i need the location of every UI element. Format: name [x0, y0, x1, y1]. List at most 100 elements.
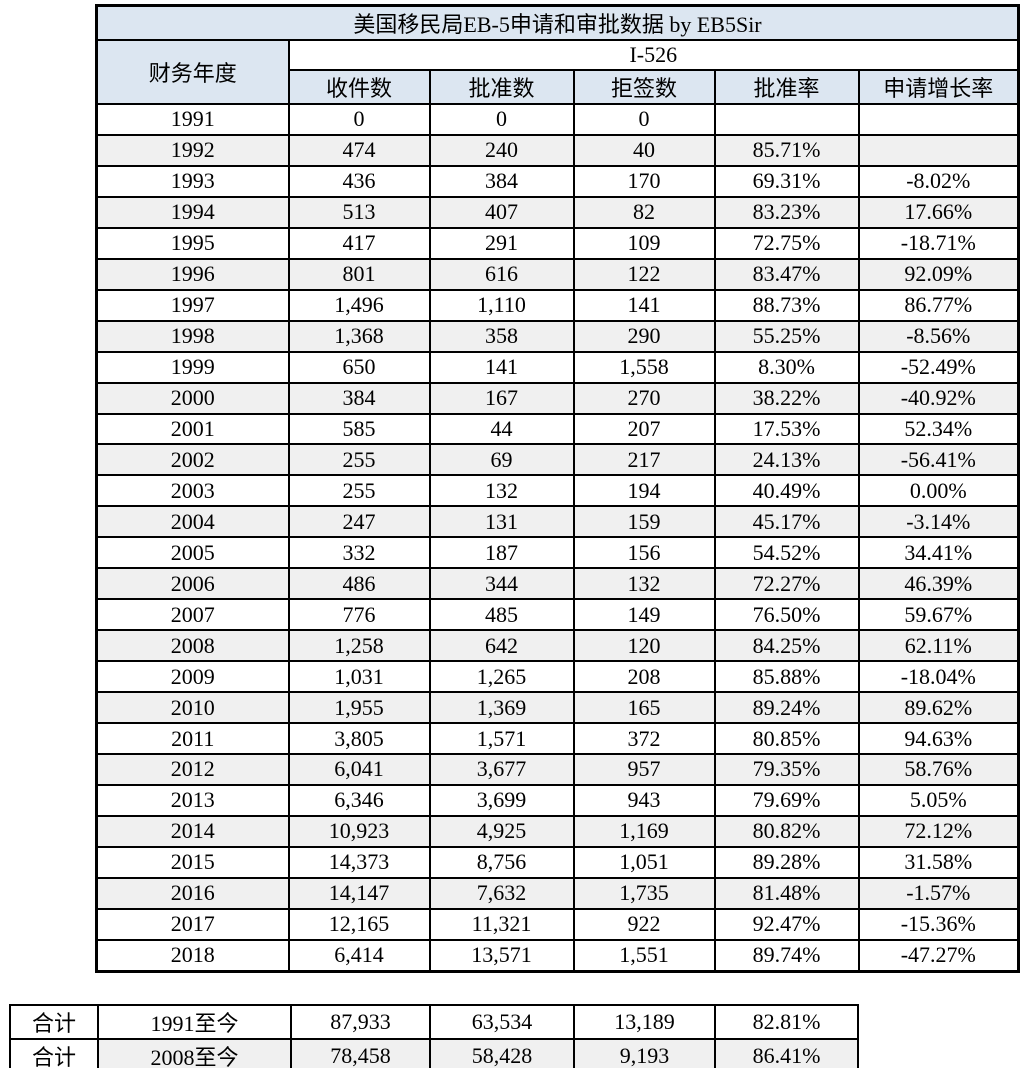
approved-cell: 0	[428, 103, 575, 136]
approved-cell: 187	[428, 536, 575, 570]
approved-cell: 8,756	[428, 845, 575, 879]
denied-cell: 1,735	[572, 876, 716, 910]
received-cell: 14,373	[287, 845, 431, 879]
growth-rate-cell: 0.00%	[857, 474, 1020, 508]
approval-rate-cell: 79.35%	[713, 753, 860, 786]
year-cell: 1993	[95, 164, 290, 198]
growth-rate-cell: -52.49%	[857, 350, 1020, 384]
approved-cell: 132	[428, 474, 575, 508]
growth-rate-cell: 62.11%	[857, 629, 1020, 663]
denied-cell: 109	[572, 226, 716, 260]
table-row: 1999 650 141 1,558 8.30% -52.49%	[95, 350, 1020, 384]
approval-rate-cell: 76.50%	[713, 598, 860, 632]
growth-rate-cell: -3.14%	[857, 505, 1020, 539]
year-cell: 2000	[95, 381, 290, 415]
approval-rate-cell: 72.27%	[713, 567, 860, 601]
approval-rate-cell: 17.53%	[713, 412, 860, 446]
table-row: 1996 801 616 122 83.47% 92.09%	[95, 257, 1020, 291]
table-row: 2010 1,955 1,369 165 89.24% 89.62%	[95, 691, 1020, 725]
table-row: 2000 384 167 270 38.22% -40.92%	[95, 381, 1020, 415]
approval-rate-cell: 85.88%	[713, 660, 860, 694]
approved-cell: 3,699	[428, 783, 575, 817]
table-row: 1991 0 0 0	[95, 103, 1020, 136]
received-cell: 255	[287, 443, 431, 477]
approval-rate-cell: 83.47%	[713, 257, 860, 291]
growth-rate-cell: 31.58%	[857, 845, 1020, 879]
table-row: 2015 14,373 8,756 1,051 89.28% 31.58%	[95, 845, 1020, 879]
table-row: 2011 3,805 1,571 372 80.85% 94.63%	[95, 722, 1020, 756]
table-row: 2014 10,923 4,925 1,169 80.82% 72.12%	[95, 814, 1020, 848]
growth-rate-cell: 5.05%	[857, 783, 1020, 817]
denied-cell: 1,169	[572, 814, 716, 848]
approved-cell: 3,677	[428, 753, 575, 786]
approved-cell: 69	[428, 443, 575, 477]
table-row: 1994 513 407 82 83.23% 17.66%	[95, 195, 1020, 229]
growth-rate-cell: 59.67%	[857, 598, 1020, 632]
year-cell: 2015	[95, 845, 290, 879]
approved-cell: 291	[428, 226, 575, 260]
year-cell: 1998	[95, 319, 290, 353]
approved-cell: 384	[428, 164, 575, 198]
denied-cell: 159	[572, 505, 716, 539]
summary-range-cell: 1991至今	[97, 1004, 292, 1040]
approved-cell: 485	[428, 598, 575, 632]
table-row: 2003 255 132 194 40.49% 0.00%	[95, 474, 1020, 508]
summary-row: 合计 2008至今 78,458 58,428 9,193 86.41%	[9, 1038, 859, 1068]
year-cell: 2004	[95, 505, 290, 539]
received-cell: 384	[287, 381, 431, 415]
summary-row: 合计 1991至今 87,933 63,534 13,189 82.81%	[9, 1004, 859, 1040]
summary-rows: 合计 1991至今 87,933 63,534 13,189 82.81% 合计 2008至今…	[9, 1004, 859, 1068]
approval-rate-cell: 38.22%	[713, 381, 860, 415]
approved-cell: 1,110	[428, 288, 575, 322]
denied-cell: 1,051	[572, 845, 716, 879]
growth-rate-cell: -15.36%	[857, 907, 1020, 941]
denied-cell: 217	[572, 443, 716, 477]
approved-cell: 4,925	[428, 814, 575, 848]
received-cell: 1,955	[287, 691, 431, 725]
denied-cell: 40	[572, 133, 716, 167]
summary-approval-rate-cell: 86.41%	[714, 1038, 859, 1068]
received-cell: 6,346	[287, 783, 431, 817]
growth-rate-cell: -47.27%	[857, 938, 1020, 973]
received-cell: 255	[287, 474, 431, 508]
approved-cell: 358	[428, 319, 575, 353]
totals-table: 合计 1991至今 87,933 63,534 13,189 82.81% 合计 2008至今…	[9, 1004, 859, 1068]
approval-rate-cell: 45.17%	[713, 505, 860, 539]
year-cell: 2007	[95, 598, 290, 632]
approval-rate-cell: 40.49%	[713, 474, 860, 508]
received-cell: 474	[287, 133, 431, 167]
growth-rate-cell: -8.02%	[857, 164, 1020, 198]
approval-rate-cell: 80.85%	[713, 722, 860, 756]
summary-denied-cell: 13,189	[573, 1004, 716, 1040]
table-row: 2009 1,031 1,265 208 85.88% -18.04%	[95, 660, 1020, 694]
denied-cell: 120	[572, 629, 716, 663]
received-cell: 486	[287, 567, 431, 601]
growth-rate-cell: -18.04%	[857, 660, 1020, 694]
growth-rate-cell: -56.41%	[857, 443, 1020, 477]
approval-rate-cell: 54.52%	[713, 536, 860, 570]
growth-rate-cell: 89.62%	[857, 691, 1020, 725]
approval-rate-cell: 80.82%	[713, 814, 860, 848]
approval-rate-cell: 84.25%	[713, 629, 860, 663]
summary-approved-cell: 63,534	[429, 1004, 575, 1040]
approved-cell: 167	[428, 381, 575, 415]
column-header-growth-rate: 申请增长率	[857, 69, 1020, 105]
approval-rate-cell: 8.30%	[713, 350, 860, 384]
approved-cell: 1,265	[428, 660, 575, 694]
table-row: 2005 332 187 156 54.52% 34.41%	[95, 536, 1020, 570]
approval-rate-cell: 89.28%	[713, 845, 860, 879]
received-cell: 247	[287, 505, 431, 539]
denied-cell: 270	[572, 381, 716, 415]
denied-cell: 122	[572, 257, 716, 291]
denied-cell: 372	[572, 722, 716, 756]
received-cell: 1,258	[287, 629, 431, 663]
received-cell: 0	[287, 103, 431, 136]
approval-rate-cell: 69.31%	[713, 164, 860, 198]
year-cell: 2009	[95, 660, 290, 694]
table-row: 2002 255 69 217 24.13% -56.41%	[95, 443, 1020, 477]
year-cell: 2002	[95, 443, 290, 477]
table-row: 2016 14,147 7,632 1,735 81.48% -1.57%	[95, 876, 1020, 910]
year-cell: 1995	[95, 226, 290, 260]
growth-rate-cell: 72.12%	[857, 814, 1020, 848]
growth-rate-cell: 92.09%	[857, 257, 1020, 291]
